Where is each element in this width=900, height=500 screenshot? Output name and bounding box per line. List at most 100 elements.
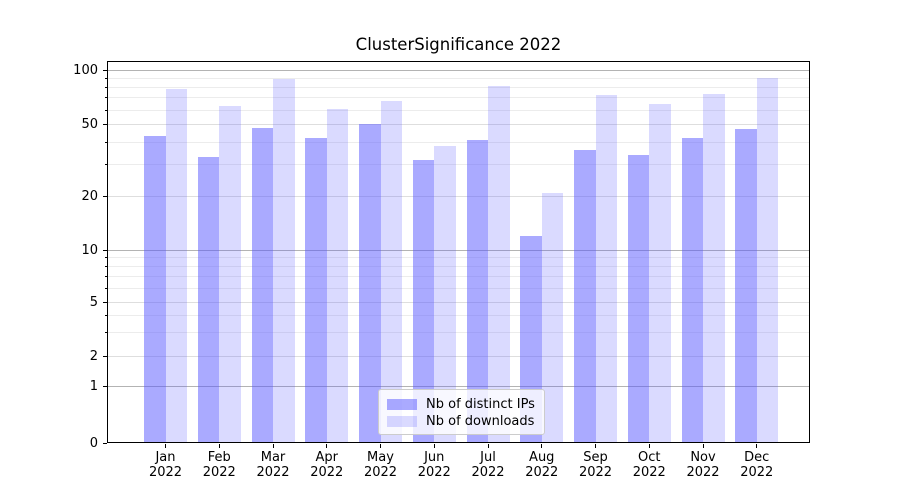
- legend-label-downloads: Nb of downloads: [426, 414, 535, 429]
- y-tick-1: [103, 386, 107, 388]
- x-tick-label-feb: Feb 2022: [202, 450, 236, 480]
- bar-downloads-dec: [756, 78, 779, 444]
- gridline-minor-3: [108, 332, 809, 334]
- bar-distinct-ips-may: [359, 124, 381, 444]
- legend-item-distinct-ips: Nb of distinct IPs: [387, 396, 536, 413]
- y-tick-minor-60: [105, 109, 107, 111]
- x-tick-jul: [487, 444, 489, 448]
- bar-distinct-ips-jun: [412, 159, 435, 444]
- bar-distinct-ips-sep: [574, 150, 596, 444]
- y-tick-minor-3: [105, 332, 107, 334]
- gridline-2: [108, 356, 809, 358]
- x-tick-label-mar: Mar 2022: [256, 450, 290, 480]
- bar-downloads-aug: [541, 192, 564, 444]
- gridline-minor-4: [108, 315, 809, 317]
- legend: Nb of distinct IPs Nb of downloads: [378, 389, 545, 435]
- bar-downloads-may: [380, 101, 402, 444]
- x-tick-label-jul: Jul 2022: [471, 450, 505, 480]
- y-tick-label-0: 0: [89, 435, 98, 451]
- gridline-minor-30: [108, 164, 809, 166]
- gridline-minor-80: [108, 87, 809, 88]
- chart-title: ClusterSignificance 2022: [355, 35, 562, 54]
- x-tick-sep: [595, 444, 596, 448]
- bar-downloads-apr: [326, 108, 349, 444]
- x-tick-label-aug: Aug 2022: [525, 450, 559, 480]
- gridline-1: [108, 386, 809, 388]
- bar-distinct-ips-oct: [627, 154, 650, 444]
- gridline-minor-60: [108, 109, 809, 111]
- y-tick-label-10: 10: [81, 242, 98, 258]
- y-tick-label-1: 1: [89, 379, 98, 395]
- y-tick-minor-4: [105, 315, 107, 317]
- bar-downloads-jul: [488, 85, 510, 444]
- x-tick-label-jun: Jun 2022: [417, 450, 451, 480]
- bar-downloads-sep: [595, 94, 617, 444]
- y-tick-label-5: 5: [89, 294, 98, 310]
- legend-item-downloads: Nb of downloads: [387, 413, 536, 430]
- x-tick-label-may: May 2022: [363, 450, 398, 480]
- y-tick-100: [103, 69, 107, 71]
- x-tick-label-nov: Nov 2022: [686, 450, 720, 480]
- gridline-5: [108, 301, 809, 303]
- gridline-minor-8: [108, 266, 809, 268]
- y-tick-minor-6: [105, 288, 107, 290]
- y-tick-label-50: 50: [81, 116, 98, 132]
- x-tick-may: [380, 444, 381, 448]
- bar-downloads-jun: [434, 146, 456, 444]
- gridline-minor-70: [108, 97, 809, 99]
- bar-downloads-mar: [273, 79, 295, 444]
- y-tick-2: [103, 356, 107, 358]
- y-tick-0: [103, 442, 107, 444]
- bar-downloads-nov: [703, 93, 725, 444]
- x-tick-label-jan: Jan 2022: [148, 450, 183, 480]
- x-tick-feb: [218, 444, 220, 448]
- gridline-100: [108, 69, 809, 71]
- bar-downloads-jan: [165, 89, 187, 444]
- y-tick-minor-8: [105, 266, 107, 268]
- x-tick-nov: [702, 444, 704, 448]
- gridline-50: [108, 123, 809, 125]
- legend-swatch-downloads: [387, 416, 417, 427]
- y-tick-minor-7: [105, 276, 107, 278]
- x-tick-label-dec: Dec 2022: [740, 450, 774, 480]
- bar-downloads-oct: [649, 103, 671, 444]
- y-tick-50: [103, 123, 107, 125]
- bar-distinct-ips-apr: [305, 138, 327, 444]
- y-tick-5: [103, 301, 107, 303]
- y-tick-minor-70: [105, 97, 107, 99]
- gridline-minor-6: [108, 288, 809, 290]
- gridline-20: [108, 196, 809, 198]
- x-tick-jan: [165, 444, 166, 448]
- gridline-minor-9: [108, 257, 809, 259]
- bar-distinct-ips-jul: [466, 140, 488, 444]
- x-tick-dec: [756, 444, 758, 448]
- y-tick-minor-30: [105, 164, 107, 166]
- bar-distinct-ips-mar: [251, 127, 273, 444]
- legend-label-distinct-ips: Nb of distinct IPs: [426, 397, 535, 412]
- y-tick-minor-9: [105, 257, 107, 259]
- y-tick-minor-90: [105, 77, 107, 79]
- x-tick-label-oct: Oct 2022: [632, 450, 666, 480]
- x-tick-label-sep: Sep 2022: [578, 450, 613, 480]
- y-tick-minor-40: [105, 141, 107, 143]
- x-tick-apr: [326, 444, 328, 448]
- x-tick-jun: [433, 444, 435, 448]
- x-tick-aug: [541, 444, 543, 448]
- y-tick-20: [103, 196, 107, 198]
- gridline-minor-7: [108, 276, 809, 278]
- bar-distinct-ips-nov: [681, 138, 703, 444]
- y-tick-label-2: 2: [89, 349, 98, 365]
- y-tick-minor-80: [105, 87, 107, 88]
- y-tick-10: [103, 249, 107, 251]
- gridline-minor-90: [108, 77, 809, 79]
- bar-downloads-feb: [219, 106, 241, 444]
- gridline-10: [108, 249, 809, 251]
- bar-distinct-ips-feb: [197, 157, 220, 444]
- y-tick-label-100: 100: [73, 62, 98, 78]
- y-tick-label-20: 20: [81, 189, 98, 205]
- x-tick-oct: [648, 444, 650, 448]
- bar-distinct-ips-dec: [735, 129, 757, 444]
- gridline-minor-40: [108, 141, 809, 143]
- legend-swatch-distinct-ips: [387, 399, 417, 410]
